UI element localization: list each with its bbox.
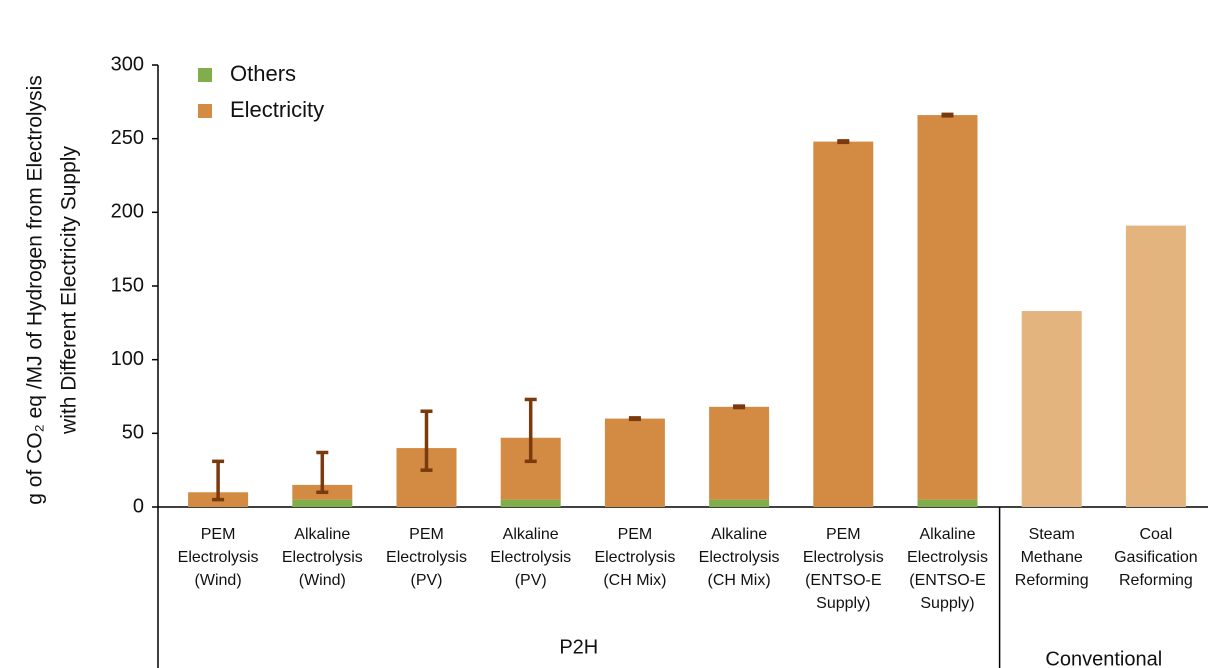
x-tick-label: (Wind) [195,572,242,589]
x-tick-label: (CH Mix) [708,572,771,589]
group-label: P2H [559,636,598,658]
x-tick-label: (PV) [411,572,443,589]
x-tick-label: Methane [1021,549,1083,566]
x-tick-label: Electrolysis [386,549,467,566]
bar-segment [917,499,978,507]
x-tick-label: Electrolysis [490,549,571,566]
x-tick-label: PEM [618,526,653,543]
error-bar [941,112,954,118]
x-tick-label: Alkaline [919,526,975,543]
x-tick-label: (ENTSO-E [805,572,881,589]
x-tick-label: (Wind) [299,572,346,589]
x-tick-label: Alkaline [294,526,350,543]
x-tick-label: Electrolysis [594,549,675,566]
y-tick-label: 150 [111,274,144,296]
x-tick-label: Electrolysis [803,549,884,566]
bar-segment [917,115,978,500]
error-bar [420,409,433,472]
legend-swatch [198,68,212,82]
error-bar [316,450,329,495]
y-axis-label: g of CO₂ eq /MJ of Hydrogen from Electro… [24,75,47,504]
y-tick-label: 200 [111,201,144,223]
y-tick-label: 50 [122,422,144,444]
x-tick-label: Electrolysis [282,549,363,566]
x-tick-label: (CH Mix) [603,572,666,589]
y-axis-label: with Different Electricity Supply [58,146,81,435]
x-tick-label: Supply) [920,595,974,612]
x-tick-label: PEM [201,526,236,543]
error-bar [524,397,537,464]
error-bar [628,416,641,422]
x-tick-label: Reforming [1015,572,1089,589]
legend-swatch [198,104,212,118]
x-tick-label: (ENTSO-E [909,572,985,589]
x-tick-label: Alkaline [711,526,767,543]
bar-segment [709,499,770,507]
x-tick-label: PEM [826,526,861,543]
x-tick-label: (PV) [515,572,547,589]
y-tick-label: 0 [133,495,144,517]
x-tick-label: Electrolysis [178,549,259,566]
bar-segment [1021,311,1082,507]
legend-label: Others [230,61,296,86]
bar-segment [292,499,353,507]
x-tick-label: Gasification [1114,549,1198,566]
error-bar [212,459,225,502]
y-tick-label: 100 [111,348,144,370]
error-bar [837,139,850,145]
group-label: Conventional [1045,648,1162,668]
x-tick-label: Steam [1029,526,1075,543]
x-tick-label: Supply) [816,595,870,612]
legend-label: Electricity [230,97,324,122]
bar-segment [709,406,770,500]
y-tick-label: 300 [111,53,144,75]
bar-segment [1125,225,1186,508]
x-tick-label: Reforming [1119,572,1193,589]
y-tick-label: 250 [111,127,144,149]
x-tick-label: Electrolysis [699,549,780,566]
bar-segment [604,418,665,507]
bar-segment [500,499,561,507]
x-tick-label: PEM [409,526,444,543]
x-tick-label: Coal [1139,526,1172,543]
bar-segment [813,141,874,507]
x-tick-label: Alkaline [503,526,559,543]
x-tick-label: Electrolysis [907,549,988,566]
error-bar [733,404,746,410]
